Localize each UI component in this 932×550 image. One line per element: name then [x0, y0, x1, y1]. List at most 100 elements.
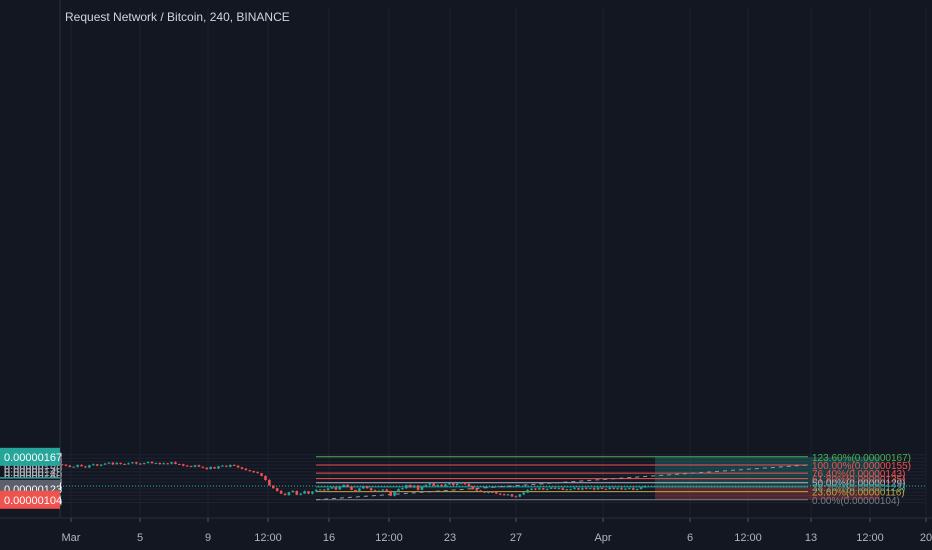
candle-body: [432, 483, 435, 486]
time-tick-label: 20: [920, 532, 932, 544]
candle-body: [616, 488, 619, 490]
price-badge-label: 0.00000167: [4, 452, 62, 464]
candle-body: [299, 493, 302, 495]
candle-body: [491, 491, 494, 493]
candle: [620, 487, 623, 490]
candle-body: [538, 488, 541, 490]
candle: [471, 485, 475, 490]
fib-level-label: 50.00%(0.00000129): [812, 479, 905, 490]
candle-body: [197, 465, 201, 467]
profit-target-zone: [655, 456, 880, 487]
candle-body: [526, 489, 529, 493]
candle-body: [412, 485, 416, 488]
fib-level-label: 100.00%(0.00000155): [812, 461, 911, 472]
candle: [428, 482, 432, 486]
candle: [569, 488, 572, 491]
candle-body: [502, 494, 506, 496]
candle: [142, 462, 146, 465]
candle: [326, 487, 330, 491]
candle: [279, 490, 283, 494]
candle: [303, 490, 306, 494]
candle-body: [291, 490, 295, 493]
candle: [362, 485, 365, 489]
candle-body: [72, 466, 76, 468]
time-tick-label: 6: [687, 532, 693, 544]
candle-body: [303, 491, 306, 494]
candle: [432, 482, 435, 487]
price-axis[interactable]: 0.000001700.000001650.000001600.00000155…: [4, 0, 62, 518]
candle: [416, 484, 420, 491]
candle-body: [150, 461, 154, 464]
price-badges: 0.000001670.0000012402:42:200.000001230.…: [0, 447, 62, 509]
time-axis[interactable]: Mar 5 9 12:00 16 12:00 23 27 Apr 6 12:00 13 12:00 20: [0, 517, 932, 544]
candle-body: [467, 484, 471, 487]
candle-body: [444, 484, 447, 487]
candle: [487, 491, 490, 494]
candle-body: [455, 483, 459, 486]
candle-body: [631, 488, 635, 490]
candle: [64, 464, 68, 467]
candle-body: [534, 488, 537, 490]
candle-body: [92, 464, 95, 466]
candle-body: [115, 462, 119, 465]
candle-body: [217, 466, 220, 469]
fibonacci-retracement[interactable]: 123.60%(0.00000167)100.00%(0.00000155)76…: [316, 453, 911, 507]
candle: [76, 464, 79, 468]
fib-level-label: 38.20%(0.00000123): [812, 483, 905, 494]
candle-body: [612, 487, 615, 489]
fib-level-label: 0.00%(0.00000104): [812, 496, 900, 507]
candle-body: [643, 486, 647, 488]
candle-body: [326, 488, 330, 491]
price-badge-bg: [0, 447, 60, 466]
candle-body: [244, 468, 248, 471]
candle: [631, 487, 635, 491]
candle-body: [318, 489, 322, 491]
candle: [272, 485, 275, 489]
trend-line[interactable]: [315, 464, 809, 501]
candle: [408, 484, 412, 488]
candle: [150, 461, 154, 464]
candle-body: [416, 485, 420, 490]
candle: [448, 482, 451, 485]
candle: [268, 479, 271, 486]
candle-body: [295, 490, 299, 495]
candle: [162, 462, 166, 465]
candle-body: [362, 486, 365, 489]
candle: [596, 487, 600, 490]
candle: [475, 488, 479, 492]
candle-body: [107, 462, 111, 464]
candle-body: [225, 465, 228, 467]
candle-body: [624, 488, 627, 490]
candle-body: [604, 488, 608, 490]
candle: [95, 464, 99, 467]
candle: [240, 466, 244, 470]
candle: [299, 493, 302, 496]
candle: [612, 487, 615, 490]
candle: [459, 482, 463, 485]
candle-body: [420, 486, 424, 490]
candle: [225, 465, 228, 468]
candle-body: [483, 491, 486, 493]
candle-body: [459, 482, 463, 484]
candle-body: [170, 462, 173, 464]
candle: [495, 492, 498, 495]
candle-body: [260, 473, 263, 476]
candle: [608, 487, 612, 490]
candle: [334, 487, 338, 491]
candle: [514, 495, 518, 498]
candle: [205, 467, 209, 470]
time-tick-label: 9: [205, 532, 211, 544]
candle-body: [338, 486, 342, 490]
candle: [201, 466, 205, 469]
position-zones: [655, 456, 880, 500]
candle-body: [448, 483, 451, 485]
candle: [295, 490, 299, 496]
candle: [541, 487, 545, 491]
candle-body: [377, 490, 381, 492]
candle-body: [577, 488, 580, 490]
candle-body: [628, 488, 631, 490]
candle: [311, 491, 314, 495]
candle-body: [138, 463, 142, 465]
candle-body: [561, 488, 565, 490]
